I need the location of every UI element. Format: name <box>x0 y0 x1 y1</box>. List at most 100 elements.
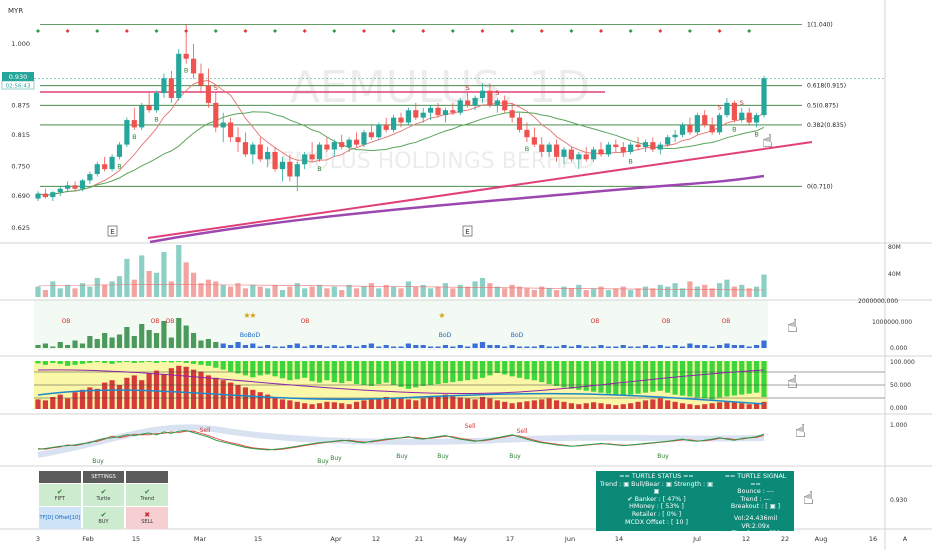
volume-bar <box>568 288 574 297</box>
settings-turtle[interactable]: ✔ Turtle <box>82 484 125 506</box>
volume-bar <box>161 251 167 297</box>
panel2-bar <box>146 330 152 348</box>
banker-bar <box>309 404 315 409</box>
retailer-bar <box>650 361 656 392</box>
candle-body <box>228 122 234 138</box>
candle-body <box>287 161 293 177</box>
rising-trendline <box>147 141 813 239</box>
banker-bar <box>383 397 389 409</box>
volume-bar <box>465 286 471 297</box>
candle-body <box>494 100 500 106</box>
retailer-bar <box>183 361 189 363</box>
candle-body <box>168 78 174 98</box>
banker-bar <box>413 400 419 409</box>
volume-average <box>37 284 765 291</box>
diamond-marker <box>36 29 40 33</box>
settings-sell[interactable]: ✖ SELL <box>126 507 169 529</box>
banker-bar <box>642 400 649 409</box>
banker-bar <box>405 399 412 409</box>
volume-bar <box>679 288 686 297</box>
candle-body <box>635 144 641 148</box>
banker-bar <box>657 398 663 409</box>
cross-icon: ✖ <box>144 511 151 519</box>
retailer-bar <box>161 361 167 362</box>
volume-bar <box>94 277 100 297</box>
candle-body <box>509 110 515 118</box>
earnings-marker[interactable] <box>107 225 118 237</box>
retailer-bar <box>235 361 241 374</box>
retailer-bar <box>583 361 589 391</box>
banker-bar <box>605 404 612 409</box>
time-tick-label: 12 <box>372 535 380 543</box>
earnings-marker[interactable] <box>462 225 473 237</box>
settings-timeframe[interactable]: TF[D] Offset[10] <box>39 507 81 529</box>
retailer-bar <box>131 361 137 363</box>
settings-fift[interactable]: ✔ FIFT <box>39 484 81 506</box>
volume-bar <box>472 281 478 297</box>
turtle-status-line: Retailer : [ 0% ] <box>631 510 682 518</box>
symbol-watermark: AEMULUS, 1D <box>290 62 590 113</box>
time-tick-label: 16 <box>869 535 877 543</box>
volume-bar <box>546 288 552 297</box>
buy-marker: B <box>628 157 632 165</box>
diamond-marker <box>124 29 129 33</box>
panel2-bar <box>316 345 323 348</box>
countdown: 02:56:43 <box>6 84 31 90</box>
volume-bar <box>761 274 767 297</box>
retailer-bar <box>87 361 93 363</box>
panel2-bar <box>628 346 634 348</box>
candle-body <box>390 117 397 130</box>
candle-body <box>702 115 708 125</box>
banker-bar <box>457 397 463 409</box>
banker-bar <box>598 403 604 409</box>
candle-body <box>457 100 463 113</box>
panel2-bar <box>613 346 619 348</box>
candle-body <box>405 110 412 123</box>
banker-bar <box>731 402 737 409</box>
panel2-bar <box>524 346 530 348</box>
retailer-bar <box>228 361 234 372</box>
time-tick-label: Aug <box>815 535 828 543</box>
banker-bar <box>79 389 86 409</box>
volume-bar <box>494 286 500 297</box>
volume-bar <box>716 283 723 297</box>
panel2-bar <box>709 346 715 348</box>
retailer-bar <box>398 361 404 387</box>
candle-body <box>213 102 219 128</box>
settings-trend[interactable]: ✔ Trend <box>126 484 169 506</box>
retailer-bar <box>176 361 182 362</box>
diamond-marker <box>332 29 337 33</box>
retailer-bar <box>124 361 130 362</box>
volume-bar <box>457 284 463 297</box>
banker-bar <box>591 402 597 409</box>
volume-bar <box>324 288 330 297</box>
banker-bar <box>472 399 478 409</box>
panel5-tick: 0.930 <box>890 497 907 504</box>
candle-body <box>50 192 56 198</box>
volume-bar <box>213 281 219 297</box>
panel2-bar <box>383 345 389 348</box>
retailer-bar <box>739 361 745 395</box>
retailer-bar <box>753 361 760 393</box>
volume-bar <box>450 288 456 297</box>
retailer-bar <box>620 361 626 396</box>
sell-signal: Sell <box>517 428 528 435</box>
panel2-bar <box>279 346 286 348</box>
retailer-bar <box>35 361 41 364</box>
panel2-bar <box>746 346 752 348</box>
panel2-bar <box>679 346 686 348</box>
buy-signal: Buy <box>330 455 342 462</box>
countdown-badge <box>1 80 35 90</box>
banker-bar <box>65 398 71 409</box>
volume-bar <box>405 281 412 297</box>
banker-bar <box>153 370 160 409</box>
banker-bar <box>42 400 49 409</box>
star-marker: ★ <box>249 311 256 320</box>
volume-bar <box>435 286 441 297</box>
volume-bar <box>205 279 211 297</box>
candle-body <box>546 144 552 152</box>
diamond-marker <box>539 29 544 33</box>
settings-buy[interactable]: ✔ BUY <box>82 507 125 529</box>
